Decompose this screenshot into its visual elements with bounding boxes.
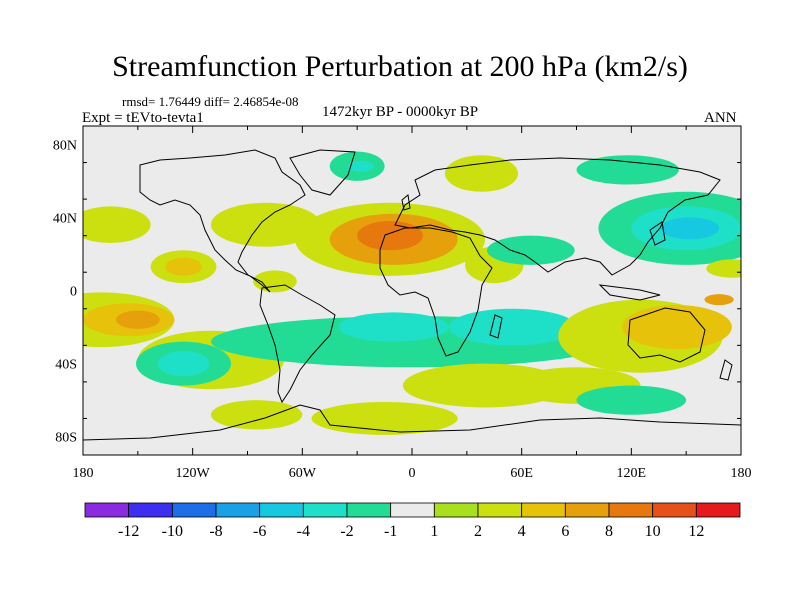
colorbar-swatch	[346, 502, 392, 518]
colorbar-labels: -12 -10 -8 -6 -4 -2 -1 1 2 4 6 8 10 12	[118, 523, 704, 540]
anomaly-region	[115, 310, 160, 329]
anomaly-region	[338, 312, 449, 342]
colorbar-label: 6	[561, 523, 569, 540]
colorbar-label: 12	[688, 523, 704, 540]
latitude-label: 80S	[55, 431, 77, 446]
colorbar-label: 8	[605, 523, 613, 540]
colorbar-swatch	[477, 502, 523, 518]
longitude-labels: 180 120W 60W 0 60E 120E 180	[73, 466, 752, 481]
anomaly-region	[704, 294, 734, 306]
coastlines	[83, 149, 741, 441]
colorbar-label: 1	[430, 523, 438, 540]
longitude-label: 180	[73, 466, 94, 481]
experiment-label: Expt = tEVto-tevta1	[82, 110, 204, 126]
colorbar-label: 2	[474, 523, 482, 540]
latitude-label: 40S	[55, 358, 77, 373]
colorbar-swatch	[171, 502, 217, 518]
anomaly-layer	[83, 151, 741, 435]
anomaly-region	[357, 221, 423, 251]
latitude-labels: 80N 40N 0 40S 80S	[53, 138, 77, 445]
anomaly-region	[576, 385, 687, 415]
longitude-label: 120W	[176, 466, 211, 481]
colorbar-swatch	[390, 502, 435, 518]
latitude-label: 80N	[53, 138, 77, 153]
colorbar-label: -1	[384, 523, 397, 540]
stats-text: rmsd= 1.76449 diff= 2.46854e-08	[122, 94, 299, 109]
anomaly-region	[252, 270, 297, 293]
anomaly-region	[706, 259, 741, 278]
anomaly-region	[348, 160, 374, 172]
colorbar-label: -6	[253, 523, 266, 540]
colorbar-swatch	[652, 502, 697, 518]
longitude-label: 60E	[510, 466, 533, 481]
colorbar-label: -4	[297, 523, 310, 540]
latitude-label: 0	[70, 285, 77, 300]
anomaly-region	[486, 235, 575, 265]
colorbar-swatch	[128, 502, 173, 518]
axis-ticks	[82, 125, 742, 456]
longitude-label: 180	[731, 466, 752, 481]
longitude-label: 60W	[289, 466, 317, 481]
anomaly-region	[576, 155, 679, 185]
colorbar	[84, 502, 741, 518]
period-label: 1472kyr BP - 0000kyr BP	[322, 104, 479, 120]
anomaly-region	[622, 305, 732, 349]
colorbar-swatch	[259, 502, 304, 518]
colorbar-label: -2	[340, 523, 353, 540]
map-title: Streamfunction Perturbation at 200 hPa (…	[112, 50, 688, 83]
colorbar-swatch	[608, 502, 654, 518]
anomaly-region	[165, 257, 202, 276]
anomaly-region	[660, 217, 720, 240]
colorbar-swatch	[84, 502, 130, 518]
colorbar-swatch	[433, 502, 479, 518]
anomaly-region	[210, 202, 321, 247]
anomaly-region	[83, 206, 151, 243]
anomaly-region	[210, 400, 303, 430]
anomaly-region	[157, 350, 210, 377]
colorbar-label: 10	[645, 523, 661, 540]
colorbar-swatch	[215, 502, 261, 518]
colorbar-swatch	[302, 502, 348, 518]
anomaly-region	[402, 363, 568, 408]
longitude-label: 120E	[617, 466, 647, 481]
colorbar-swatch	[521, 502, 566, 518]
colorbar-swatch	[695, 502, 741, 518]
colorbar-label: -12	[118, 523, 139, 540]
colorbar-label: -10	[162, 523, 183, 540]
season-label: ANN	[704, 110, 737, 126]
colorbar-label: 4	[518, 523, 526, 540]
latitude-label: 40N	[53, 211, 77, 226]
colorbar-label: -8	[209, 523, 222, 540]
anomaly-region	[444, 155, 519, 192]
longitude-label: 0	[409, 466, 416, 481]
colorbar-swatch	[564, 502, 610, 518]
anomaly-region	[448, 308, 577, 346]
